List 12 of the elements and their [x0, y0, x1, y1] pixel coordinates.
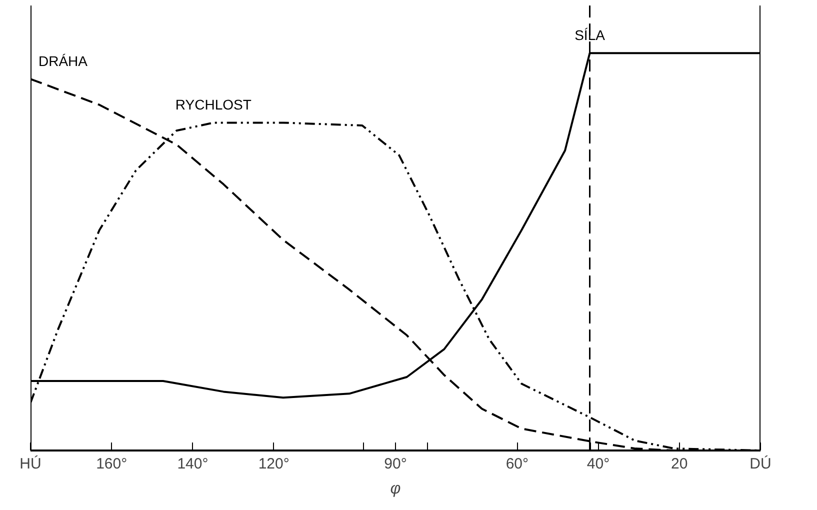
series-label: RYCHLOST [175, 96, 252, 113]
series-label: DRÁHA [38, 53, 88, 70]
x-tick-label: 90° [384, 456, 407, 472]
x-tick-label: HÚ [20, 454, 42, 472]
x-tick-label: 60° [506, 456, 529, 472]
x-tick-label: 120° [258, 456, 290, 472]
x-tick-label: 160° [96, 456, 128, 472]
x-axis-title: φ [390, 480, 401, 498]
x-tick-label: 140° [177, 456, 208, 472]
x-tick-label: 20 [671, 456, 688, 472]
x-tick-label: 40° [586, 456, 610, 472]
x-tick-label: DÚ [750, 454, 772, 472]
